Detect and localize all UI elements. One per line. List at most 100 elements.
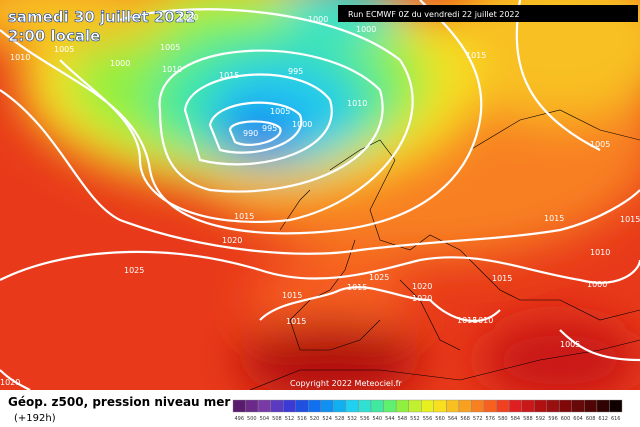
isobar-label: 1000 <box>110 59 130 68</box>
scale-swatch <box>521 399 535 413</box>
color-scale: 496 500 504 508 512 516 520 524 528 532 536 540 544 5… <box>232 399 623 422</box>
scale-swatch <box>508 399 522 413</box>
isobar-labels: 1000 1000 1000 1005 1005 1000 1010 1010 1015 995 1… <box>0 13 640 387</box>
scale-label: 548 <box>398 416 408 422</box>
scale-label: 540 <box>373 416 383 422</box>
scale-swatch <box>370 399 384 413</box>
scale-label: 512 <box>285 416 295 422</box>
scale-label: 520 <box>310 416 320 422</box>
scale-swatch <box>546 399 560 413</box>
scale-swatch <box>571 399 585 413</box>
isobar-label: 995 <box>288 67 303 76</box>
scale-swatch <box>446 399 460 413</box>
isobar-label: 1005 <box>270 107 290 116</box>
scale-swatch <box>496 399 510 413</box>
scale-swatch <box>471 399 485 413</box>
scale-swatch <box>395 399 409 413</box>
scale-swatch <box>458 399 472 413</box>
isobar-label: 1010 <box>347 99 367 108</box>
footer-lead: (+192h) <box>14 413 56 424</box>
scale-label: 552 <box>410 416 420 422</box>
isobar-label: 1010 <box>590 248 610 257</box>
isobar-label: 1010 <box>10 53 30 62</box>
field <box>0 0 640 390</box>
scale-label: 580 <box>498 416 508 422</box>
isobar-label: 1000 <box>178 13 198 22</box>
scale-label: 592 <box>536 416 546 422</box>
isobar-label: 1015 <box>219 71 239 80</box>
scale-swatch <box>433 399 447 413</box>
scale-swatch <box>295 399 309 413</box>
isobar-label: 1020 <box>412 282 432 291</box>
scale-label: 556 <box>423 416 433 422</box>
scale-swatch <box>408 399 422 413</box>
isobar-label: 1015 <box>466 51 486 60</box>
scale-label: 536 <box>360 416 370 422</box>
scale-swatch <box>270 399 284 413</box>
time: 2:00 locale <box>8 27 100 45</box>
isobar-label: 1020 <box>0 378 20 387</box>
date: samedi 30 juillet 2022 <box>8 8 196 26</box>
isobar-label: 1015 <box>544 214 564 223</box>
isobar-label: 1020 <box>412 294 432 303</box>
scale-swatch <box>584 399 598 413</box>
scale-label: 532 <box>347 416 357 422</box>
scale-label: 596 <box>548 416 558 422</box>
isobar-label: 1015 <box>282 291 302 300</box>
scale-swatch <box>245 399 259 413</box>
isobar-label: 1020 <box>222 236 242 245</box>
scale-swatch <box>421 399 434 413</box>
scale-label: 608 <box>586 416 596 422</box>
scale-swatch <box>483 399 497 413</box>
isobar-label: 1025 <box>369 273 389 282</box>
isobar-label: 1015 <box>347 283 367 292</box>
copyright: Copyright 2022 Meteociel.fr <box>290 379 402 388</box>
scale-swatch <box>232 399 246 413</box>
scale-label: 572 <box>473 416 483 422</box>
scale-label: 568 <box>460 416 470 422</box>
scale-swatch <box>320 399 334 413</box>
isobar-label: 1015 <box>620 215 640 224</box>
footer-title: Géop. z500, pression niveau mer <box>8 395 230 409</box>
isobar-label: 1015 <box>286 317 306 326</box>
isobar-label: 995 <box>262 124 277 133</box>
scale-label: 528 <box>335 416 345 422</box>
scale-label: 500 <box>247 416 257 422</box>
scale-label: 588 <box>523 416 533 422</box>
isobar-label: 1005 <box>160 43 180 52</box>
isobar-label: 1010 <box>162 65 182 74</box>
scale-swatch <box>609 399 623 413</box>
scale-label: 508 <box>272 416 282 422</box>
scale-swatch <box>596 399 610 413</box>
scale-swatch <box>533 399 547 413</box>
isobar-label: 1005 <box>54 45 74 54</box>
scale-swatch <box>257 399 271 413</box>
scale-label: 604 <box>573 416 583 422</box>
scale-swatch <box>559 399 573 413</box>
scale-label: 564 <box>448 416 458 422</box>
isobar-label: 1000 <box>356 25 376 34</box>
scale-label: 504 <box>260 416 270 422</box>
isobar-label: 990 <box>243 129 258 138</box>
scale-swatch <box>333 399 347 413</box>
isobar-label: 1005 <box>560 340 580 349</box>
scale-label: 544 <box>385 416 395 422</box>
scale-label: 584 <box>511 416 521 422</box>
isobar-label: 1000 <box>308 15 328 24</box>
scale-label: 524 <box>322 416 332 422</box>
isobar-label: 1015 <box>492 274 512 283</box>
scale-swatch <box>308 399 322 413</box>
run-box <box>338 5 638 22</box>
isobar-label: 1015 <box>234 212 254 221</box>
scale-label: 612 <box>598 416 608 422</box>
scale-swatch <box>282 399 296 413</box>
scale-label: 496 <box>235 416 245 422</box>
isobar-label: 1025 <box>124 266 144 275</box>
isobar-label: 1015 <box>457 316 477 325</box>
scale-swatch <box>383 399 397 413</box>
scale-label: 616 <box>611 416 621 422</box>
scale-label: 600 <box>561 416 571 422</box>
scale-label: 560 <box>435 416 445 422</box>
scale-swatch <box>345 399 359 413</box>
